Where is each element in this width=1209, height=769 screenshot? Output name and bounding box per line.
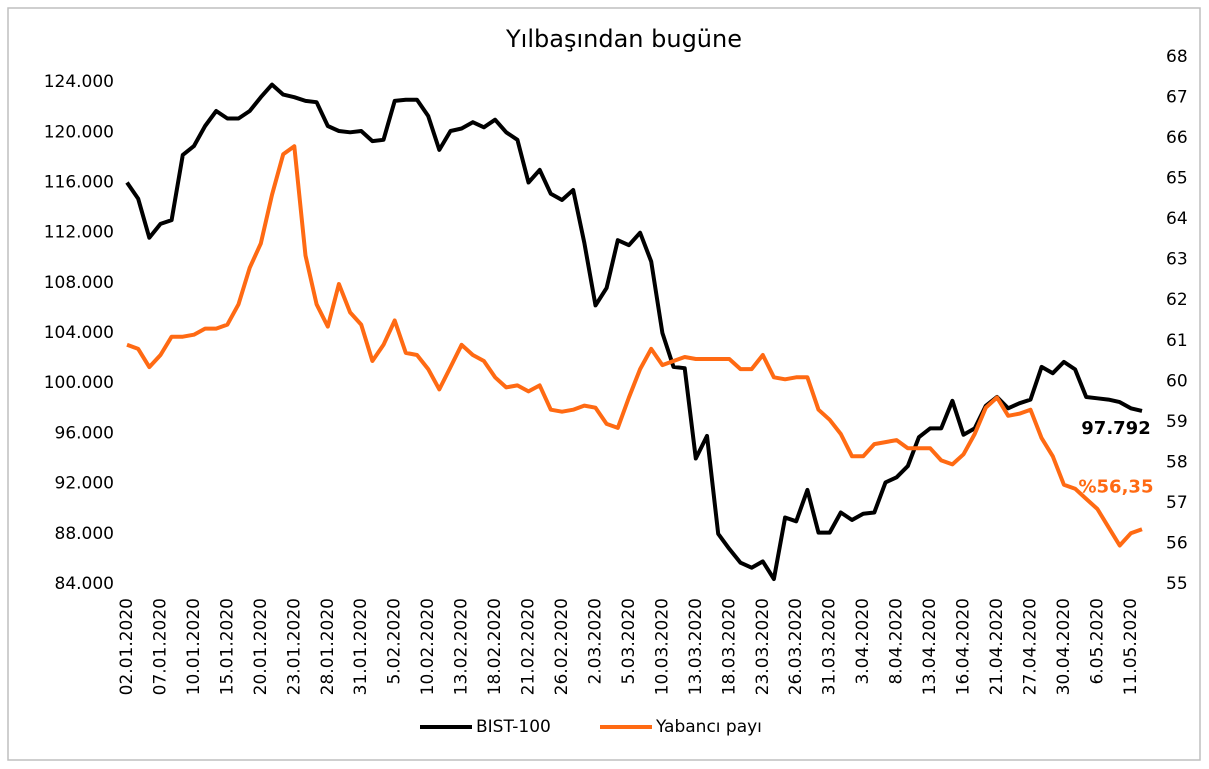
- x-tick-label: 21.02.2020: [519, 598, 539, 695]
- y2-tick-label: 57: [1166, 493, 1188, 513]
- x-tick-label: 27.04.2020: [1020, 598, 1040, 695]
- y-tick-label: 104.000: [44, 323, 114, 343]
- x-tick-label: 6.05.2020: [1087, 598, 1107, 685]
- x-tick-label: 10.01.2020: [184, 598, 204, 695]
- x-tick-label: 18.02.2020: [485, 598, 505, 695]
- y2-tick-label: 61: [1166, 331, 1188, 351]
- x-tick-label: 16.04.2020: [954, 598, 974, 695]
- y-tick-label: 108.000: [44, 273, 114, 293]
- x-tick-label: 31.01.2020: [351, 598, 371, 695]
- x-tick-label: 21.04.2020: [987, 598, 1007, 695]
- line: [125, 82, 1143, 581]
- y2-tick-label: 68: [1166, 47, 1188, 67]
- x-tick-label: 28.01.2020: [318, 598, 338, 695]
- data-label: %56,35: [1079, 476, 1154, 497]
- y-tick-label: 84.000: [55, 574, 114, 594]
- x-tick-label: 02.01.2020: [117, 598, 137, 695]
- y2-tick-label: 56: [1166, 533, 1188, 553]
- y2-tick-label: 55: [1166, 574, 1188, 594]
- y-tick-label: 124.000: [44, 72, 114, 92]
- y2-tick-label: 63: [1166, 250, 1188, 270]
- x-tick-label: 10.03.2020: [652, 598, 672, 695]
- x-tick-label: 31.03.2020: [820, 598, 840, 695]
- y-tick-label: 96.000: [55, 423, 114, 443]
- y-tick-label: 112.000: [44, 223, 114, 243]
- x-tick-label: 13.03.2020: [686, 598, 706, 695]
- y2-tick-label: 60: [1166, 371, 1188, 391]
- y-tick-label: 120.000: [44, 122, 114, 142]
- data-label: 97.792: [1081, 418, 1150, 439]
- x-tick-label: 26.03.2020: [786, 598, 806, 695]
- y2-tick-label: 65: [1166, 169, 1188, 189]
- x-tick-label: 10.02.2020: [418, 598, 438, 695]
- y2-tick-label: 66: [1166, 128, 1188, 148]
- y-tick-label: 88.000: [55, 524, 114, 544]
- legend-label: Yabancı payı: [655, 717, 762, 737]
- chart-title: Yılbaşından bugüne: [505, 25, 742, 53]
- x-tick-label: 5.03.2020: [619, 598, 639, 685]
- x-tick-label: 23.01.2020: [284, 598, 304, 695]
- y2-tick-label: 58: [1166, 452, 1188, 472]
- x-tick-label: 5.02.2020: [385, 598, 405, 685]
- y-tick-label: 100.000: [44, 373, 114, 393]
- x-tick-label: 15.01.2020: [217, 598, 237, 695]
- x-tick-label: 8.04.2020: [887, 598, 907, 685]
- x-tick-label: 13.02.2020: [452, 598, 472, 695]
- line: [126, 144, 1143, 548]
- y2-tick-label: 59: [1166, 412, 1188, 432]
- x-tick-label: 30.04.2020: [1054, 598, 1074, 695]
- y2-tick-label: 62: [1166, 290, 1188, 310]
- y-tick-label: 92.000: [55, 474, 114, 494]
- x-tick-label: 26.02.2020: [552, 598, 572, 695]
- x-tick-label: 18.03.2020: [719, 598, 739, 695]
- y2-tick-label: 67: [1166, 88, 1188, 108]
- chart-frame: [7, 7, 1201, 761]
- x-tick-label: 13.04.2020: [920, 598, 940, 695]
- x-tick-label: 11.05.2020: [1121, 598, 1141, 695]
- y2-tick-label: 64: [1166, 209, 1188, 229]
- x-tick-label: 23.03.2020: [753, 598, 773, 695]
- legend-label: BIST-100: [476, 717, 551, 737]
- x-tick-label: 2.03.2020: [585, 598, 605, 685]
- x-tick-label: 3.04.2020: [853, 598, 873, 685]
- x-tick-label: 20.01.2020: [251, 598, 271, 695]
- x-tick-label: 07.01.2020: [150, 598, 170, 695]
- y-tick-label: 116.000: [44, 172, 114, 192]
